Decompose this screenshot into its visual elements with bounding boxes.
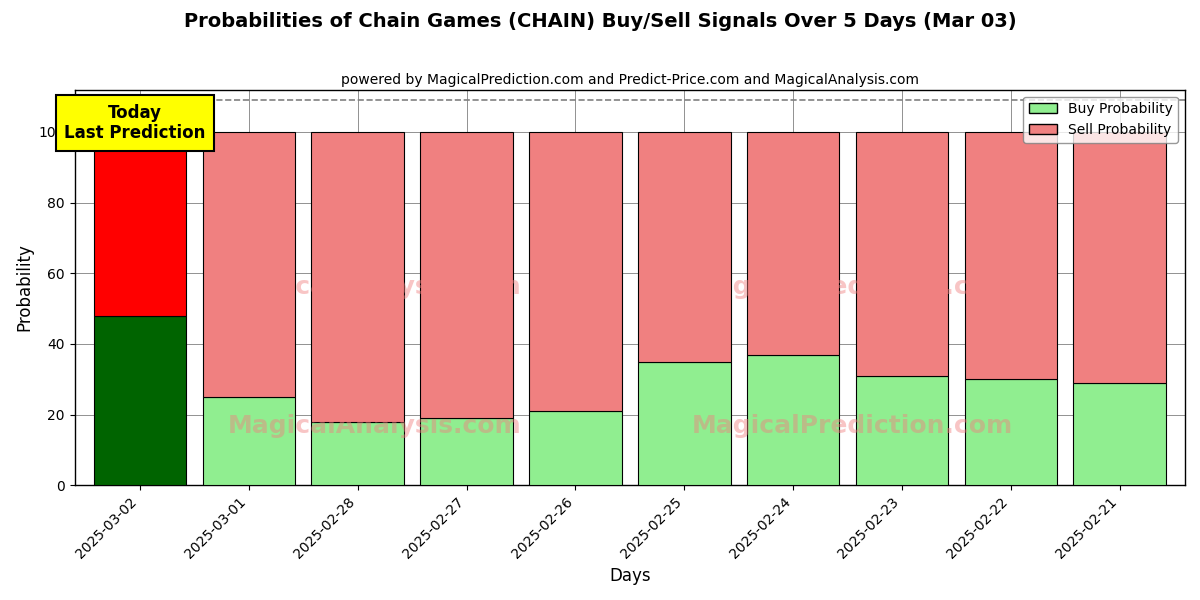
Text: MagicalPrediction.com: MagicalPrediction.com bbox=[691, 275, 1013, 299]
X-axis label: Days: Days bbox=[610, 567, 650, 585]
Text: MagicalAnalysis.com: MagicalAnalysis.com bbox=[228, 414, 521, 438]
Bar bbox=[420, 132, 512, 418]
Text: MagicalAnalysis.com: MagicalAnalysis.com bbox=[228, 275, 521, 299]
Bar bbox=[965, 132, 1057, 379]
Bar bbox=[965, 379, 1057, 485]
Bar bbox=[529, 132, 622, 411]
Text: MagicalPrediction.com: MagicalPrediction.com bbox=[691, 414, 1013, 438]
Bar bbox=[746, 355, 839, 485]
Bar bbox=[312, 132, 404, 422]
Bar bbox=[312, 422, 404, 485]
Legend: Buy Probability, Sell Probability: Buy Probability, Sell Probability bbox=[1024, 97, 1178, 143]
Bar bbox=[529, 411, 622, 485]
Bar bbox=[638, 132, 731, 362]
Y-axis label: Probability: Probability bbox=[16, 244, 34, 331]
Bar bbox=[856, 376, 948, 485]
Bar bbox=[420, 418, 512, 485]
Bar bbox=[203, 132, 295, 397]
Bar bbox=[94, 316, 186, 485]
Text: Probabilities of Chain Games (CHAIN) Buy/Sell Signals Over 5 Days (Mar 03): Probabilities of Chain Games (CHAIN) Buy… bbox=[184, 12, 1016, 31]
Text: Today
Last Prediction: Today Last Prediction bbox=[64, 104, 205, 142]
Bar bbox=[746, 132, 839, 355]
Bar bbox=[1074, 132, 1166, 383]
Bar bbox=[638, 362, 731, 485]
Bar bbox=[1074, 383, 1166, 485]
Bar bbox=[856, 132, 948, 376]
Bar bbox=[94, 132, 186, 316]
Bar bbox=[203, 397, 295, 485]
Title: powered by MagicalPrediction.com and Predict-Price.com and MagicalAnalysis.com: powered by MagicalPrediction.com and Pre… bbox=[341, 73, 919, 87]
